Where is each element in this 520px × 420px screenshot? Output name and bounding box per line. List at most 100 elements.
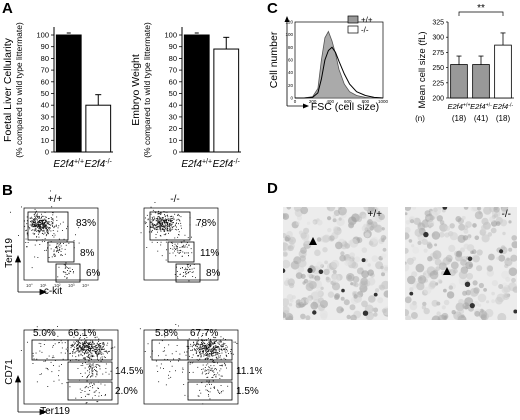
event-dot [91, 340, 93, 342]
event-dot [51, 206, 53, 208]
event-dot [66, 274, 68, 275]
event-dot [206, 346, 207, 347]
event-dot [52, 214, 54, 216]
event-dot [205, 354, 206, 356]
event-dot [34, 225, 36, 227]
cell-nucleus [431, 231, 441, 240]
cell-nucleus [346, 314, 351, 320]
cell-nucleus [371, 255, 379, 262]
event-dot [159, 229, 161, 231]
event-dot [43, 223, 45, 225]
event-dot [202, 350, 204, 352]
cell-nucleus [432, 269, 439, 276]
event-dot [177, 251, 179, 253]
event-dot [175, 224, 176, 226]
event-dot [110, 347, 112, 349]
event-dot [174, 274, 176, 275]
event-dot [38, 224, 40, 226]
event-dot [37, 217, 39, 218]
cellularity-chart: Foetal Liver Cellularity (% compared to … [2, 22, 113, 170]
event-dot [175, 223, 177, 224]
event-dot [100, 348, 102, 350]
event-dot [176, 246, 178, 248]
event-dot [66, 228, 67, 230]
event-dot [169, 252, 171, 254]
event-dot [81, 390, 83, 391]
event-dot [25, 230, 27, 232]
cell-nucleus [481, 234, 490, 243]
event-dot [189, 268, 191, 270]
event-dot [215, 351, 217, 353]
cell-nucleus [315, 289, 323, 297]
event-dot [209, 342, 211, 344]
event-dot [196, 342, 198, 344]
legend-swatch-wt [347, 15, 359, 24]
event-dot [77, 341, 79, 343]
event-dot [205, 347, 206, 349]
event-dot [34, 228, 36, 230]
event-dot [213, 349, 214, 350]
event-dot [42, 228, 44, 229]
event-dot [209, 356, 211, 358]
event-dot [205, 385, 206, 387]
event-dot [88, 353, 90, 355]
event-dot [220, 345, 222, 347]
event-dot [57, 326, 58, 327]
event-dot [207, 372, 209, 374]
event-dot [192, 354, 194, 356]
event-dot [86, 342, 88, 344]
event-dot [46, 231, 48, 233]
event-dot [162, 224, 164, 226]
cell-nucleus [368, 240, 374, 246]
event-dot [150, 221, 152, 223]
event-dot [52, 355, 54, 357]
event-dot [83, 357, 85, 359]
event-dot [223, 343, 225, 345]
event-dot [169, 226, 171, 228]
event-dot [146, 247, 148, 248]
event-dot [82, 348, 84, 349]
event-dot [212, 380, 214, 382]
y-tick-label: 90 [169, 42, 177, 51]
event-dot [214, 337, 216, 339]
event-dot [151, 224, 153, 226]
event-dot [96, 355, 98, 357]
event-dot [28, 226, 29, 228]
event-dot [40, 226, 42, 228]
event-dot [81, 348, 83, 350]
event-dot [161, 224, 162, 226]
event-dot [85, 340, 87, 342]
event-dot [207, 346, 209, 348]
event-dot [178, 231, 180, 233]
event-dot [83, 343, 84, 345]
event-dot [213, 346, 214, 348]
event-dot [46, 221, 48, 223]
cell-nucleus [405, 232, 410, 240]
cell-nucleus [426, 216, 430, 221]
event-dot [214, 387, 215, 389]
cell-nucleus [335, 241, 343, 250]
event-dot [206, 357, 208, 359]
event-dot [195, 349, 197, 351]
event-dot [213, 341, 215, 343]
event-dot [48, 218, 50, 219]
event-dot [73, 345, 74, 347]
cellsize-bar [450, 64, 468, 99]
event-dot [72, 355, 73, 357]
event-dot [89, 367, 91, 369]
event-dot [39, 350, 41, 352]
event-dot [160, 230, 162, 232]
event-dot [172, 252, 174, 254]
event-dot [40, 223, 42, 225]
event-dot [57, 227, 59, 229]
event-dot [49, 334, 51, 335]
event-dot [168, 224, 170, 226]
event-dot [88, 357, 90, 358]
event-dot [71, 345, 73, 347]
event-dot [46, 230, 48, 232]
event-dot [209, 343, 211, 345]
event-dot [38, 225, 40, 227]
event-dot [155, 225, 157, 227]
event-dot [159, 226, 161, 228]
event-dot [210, 345, 211, 347]
